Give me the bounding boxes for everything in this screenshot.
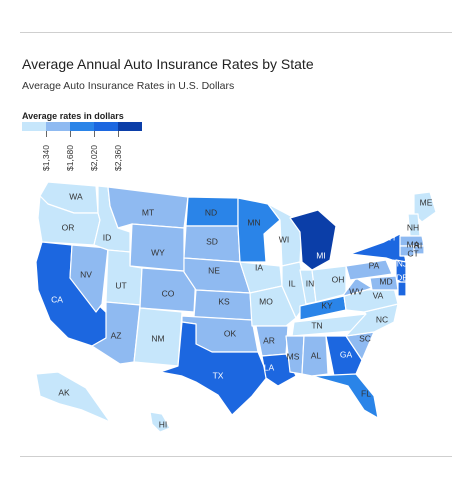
state-mi [289, 209, 337, 271]
state-hi [149, 411, 171, 433]
legend-tick [117, 131, 119, 137]
state-label-or: OR [62, 222, 75, 232]
state-label-ut: UT [115, 280, 126, 290]
state-label-hi: HI [159, 419, 168, 429]
state-label-sd: SD [206, 236, 218, 246]
state-md [369, 275, 399, 291]
state-label-nh: NH [407, 222, 419, 232]
state-label-ms: MS [287, 351, 300, 361]
state-fl [311, 373, 379, 419]
state-label-ky: KY [321, 300, 333, 310]
state-label-mt: MT [142, 207, 154, 217]
state-label-de: DE [396, 272, 408, 282]
state-label-ak: AK [58, 387, 70, 397]
state-la [261, 353, 297, 387]
legend-swatch [94, 122, 118, 131]
legend-title: Average rates in dollars [22, 111, 124, 121]
state-label-pa: PA [369, 260, 380, 270]
state-label-wv: WV [349, 286, 363, 296]
state-label-ct: CT [407, 248, 418, 258]
bottom-rule [20, 456, 452, 457]
legend-swatch [70, 122, 94, 131]
state-label-tn: TN [311, 320, 322, 330]
state-label-fl: FL [361, 388, 371, 398]
state-label-co: CO [162, 288, 175, 298]
legend-ticks: $1,340 $1,680 $2,020 $2,360 [22, 131, 172, 171]
state-label-mi: MI [316, 250, 325, 260]
state-al [301, 335, 329, 377]
legend-tick [93, 131, 95, 137]
state-label-oh: OH [332, 274, 345, 284]
state-label-ks: KS [218, 296, 230, 306]
state-label-nd: ND [205, 207, 217, 217]
state-label-ga: GA [340, 349, 353, 359]
state-label-nc: NC [376, 314, 388, 324]
state-label-id: ID [103, 232, 112, 242]
state-wv [343, 277, 373, 297]
state-label-al: AL [311, 350, 322, 360]
legend-tick [45, 131, 47, 137]
state-label-la: LA [264, 362, 275, 372]
state-ct [399, 245, 415, 257]
state-label-me: ME [420, 197, 433, 207]
map-subtitle: Average Auto Insurance Rates in U.S. Dol… [22, 80, 235, 92]
legend-swatch [22, 122, 46, 131]
top-rule [20, 32, 452, 33]
state-mo [249, 285, 297, 327]
state-label-ny: NY [385, 232, 397, 242]
state-label-nv: NV [80, 269, 92, 279]
state-label-nj: NJ [397, 258, 407, 268]
legend-swatch [46, 122, 70, 131]
state-label-ri: RI [414, 240, 423, 250]
state-label-ok: OK [224, 328, 237, 338]
state-label-ar: AR [263, 335, 275, 345]
state-label-sc: SC [359, 333, 371, 343]
state-label-ma: MA [407, 239, 420, 249]
state-pa [345, 259, 393, 281]
state-tx [159, 321, 269, 416]
state-label-wa: WA [69, 191, 83, 201]
legend-tick [69, 131, 71, 137]
legend-swatch [118, 122, 142, 131]
state-label-az: AZ [111, 330, 122, 340]
state-ga [325, 335, 363, 377]
state-label-tx: TX [213, 370, 224, 380]
state-label-ca: CA [51, 294, 63, 304]
state-de [397, 281, 407, 297]
map-title: Average Annual Auto Insurance Rates by S… [22, 56, 314, 72]
state-label-ne: NE [208, 265, 220, 275]
state-label-ia: IA [255, 262, 263, 272]
state-label-wy: WY [151, 247, 165, 257]
state-ak [35, 371, 111, 423]
legend-color-scale [22, 122, 142, 131]
state-label-md: MD [379, 276, 392, 286]
state-label-nm: NM [151, 333, 164, 343]
state-label-mn: MN [247, 217, 260, 227]
state-me [413, 191, 437, 223]
state-label-va: VA [373, 290, 384, 300]
state-label-in: IN [306, 278, 315, 288]
state-label-mo: MO [259, 296, 273, 306]
state-label-wi: WI [279, 234, 289, 244]
state-label-il: IL [288, 278, 295, 288]
